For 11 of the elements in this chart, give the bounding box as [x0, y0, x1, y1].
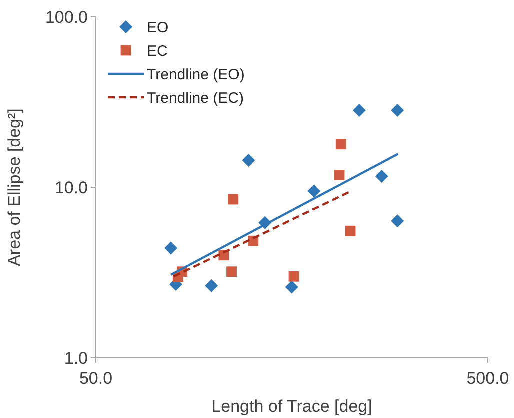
y-tick-label: 10.0	[54, 178, 88, 198]
legend-label: Trendline (EO)	[147, 66, 245, 84]
y-tick-label: 1.0	[64, 348, 88, 368]
x-tick-label: 500.0	[466, 369, 510, 388]
legend-label: Trendline (EC)	[147, 90, 244, 107]
legend-label: EO	[147, 19, 169, 36]
x-tick-label: 50.0	[79, 369, 113, 388]
y-axis-title: Area of Ellipse [deg²]	[5, 108, 24, 266]
y-tick-label: 100.0	[45, 8, 88, 27]
legend-label: EC	[147, 42, 168, 60]
x-axis-title: Length of Trace [deg]	[212, 397, 372, 416]
